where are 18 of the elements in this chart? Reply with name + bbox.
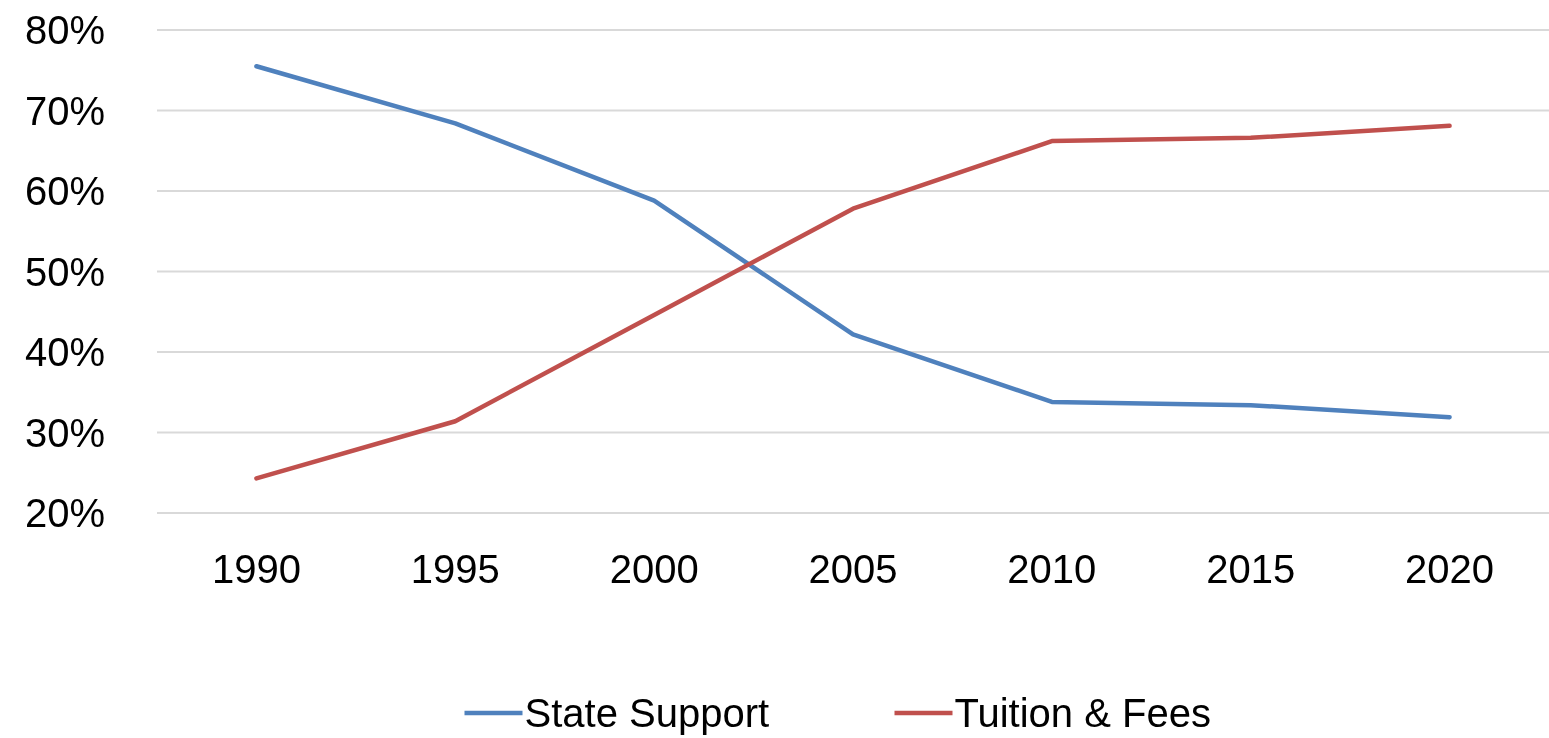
x-tick-label: 2005 (808, 547, 898, 591)
y-tick-label: 80% (24, 8, 105, 52)
y-tick-label: 50% (24, 249, 105, 294)
legend-label: State Support (524, 691, 770, 735)
x-tick-label: 2020 (1405, 547, 1495, 591)
x-tick-label: 1990 (211, 547, 301, 591)
line-series (254, 123, 1452, 481)
line-series (254, 63, 1452, 420)
y-tick-label: 70% (24, 88, 105, 133)
x-tick-label: 2010 (1007, 547, 1097, 591)
y-tick-label: 40% (24, 330, 105, 374)
x-tick-label: 2015 (1206, 547, 1296, 591)
y-tick-label: 20% (24, 491, 105, 535)
legend-label: Tuition & Fees (954, 691, 1211, 735)
y-tick-label: 60% (24, 169, 105, 213)
x-tick-label: 1995 (410, 547, 500, 591)
x-tick-label: 2000 (609, 547, 699, 591)
y-tick-label: 30% (24, 410, 105, 455)
